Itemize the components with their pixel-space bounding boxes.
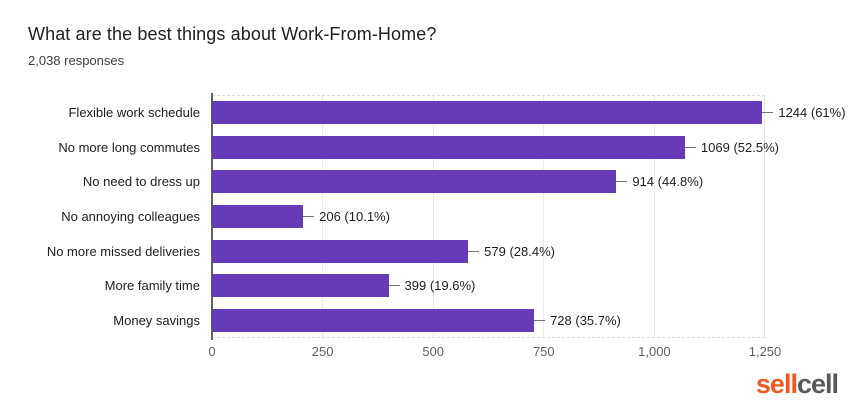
leader-line — [684, 146, 696, 148]
bar-rows: Flexible work schedule 1244 (61%) No mor… — [0, 95, 850, 338]
value-label: 914 (44.8%) — [632, 174, 704, 190]
x-tick-1000: 1,000 — [638, 344, 671, 359]
category-label: No more missed deliveries — [46, 243, 200, 259]
x-tick-0: 0 — [208, 344, 216, 359]
leader-line — [303, 216, 315, 218]
gridline-1000 — [653, 96, 655, 337]
gridline-500 — [432, 96, 434, 337]
bar — [212, 205, 304, 229]
bar-track: 914 (44.8%) — [212, 170, 765, 194]
leader-line — [762, 111, 774, 113]
plot-area — [212, 95, 765, 338]
value-label: 399 (19.6%) — [404, 278, 476, 294]
bar-track: 579 (28.4%) — [212, 239, 765, 263]
x-axis: 0 250 500 750 1,000 1,250 — [208, 344, 781, 360]
gridline-250 — [322, 96, 324, 337]
bar-row-no-more-missed-deliveries: No more missed deliveries 579 (28.4%) — [0, 234, 850, 269]
value-label: 1069 (52.5%) — [700, 139, 779, 155]
bar-row-money-savings: Money savings 728 (35.7%) — [0, 303, 850, 338]
bar-track: 1069 (52.5%) — [212, 135, 779, 159]
logo-text-sell: sell — [755, 369, 798, 399]
bar-row-flexible-work-schedule: Flexible work schedule 1244 (61%) — [0, 95, 850, 130]
x-tick-250: 250 — [311, 344, 334, 359]
bar-row-no-annoying-colleagues: No annoying colleagues 206 (10.1%) — [0, 199, 850, 234]
category-label: Money savings — [113, 313, 200, 329]
leader-line — [388, 285, 400, 287]
category-label: Flexible work schedule — [68, 104, 200, 120]
x-tick-500: 500 — [422, 344, 445, 359]
bar-track: 1244 (61%) — [212, 100, 846, 124]
bar — [212, 309, 535, 333]
bar-row-more-family-time: More family time 399 (19.6%) — [0, 269, 850, 304]
bar-track: 206 (10.1%) — [212, 205, 765, 229]
logo-text-cell: cell — [796, 369, 839, 399]
bar-row-no-more-long-commutes: No more long commutes 1069 (52.5%) — [0, 130, 850, 165]
category-label: More family time — [104, 278, 200, 294]
leader-line — [616, 181, 628, 183]
response-count: 2,038 responses — [28, 53, 125, 68]
value-label: 1244 (61%) — [778, 104, 846, 120]
bar — [212, 239, 469, 263]
x-tick-1250: 1,250 — [748, 344, 782, 359]
x-tick-750: 750 — [532, 344, 555, 359]
bar — [212, 274, 389, 298]
bar — [212, 100, 763, 124]
bar-track: 399 (19.6%) — [212, 274, 765, 298]
chart-title: What are the best things about Work-From… — [28, 24, 437, 44]
bar — [212, 135, 685, 159]
leader-line — [534, 320, 546, 322]
leader-line — [468, 250, 480, 252]
category-label: No more long commutes — [58, 139, 200, 155]
category-label: No need to dress up — [82, 174, 200, 190]
value-label: 579 (28.4%) — [484, 243, 555, 259]
bar — [212, 170, 617, 194]
bar-track: 728 (35.7%) — [212, 309, 765, 333]
gridline-750 — [543, 96, 545, 337]
sellcell-logo: sellcell — [755, 369, 839, 399]
category-label: No annoying colleagues — [61, 209, 200, 225]
value-label: 206 (10.1%) — [319, 209, 390, 225]
value-label: 728 (35.7%) — [550, 313, 621, 329]
bar-row-no-need-to-dress-up: No need to dress up 914 (44.8%) — [0, 164, 850, 199]
chart-header: What are the best things about Work-From… — [28, 24, 436, 68]
